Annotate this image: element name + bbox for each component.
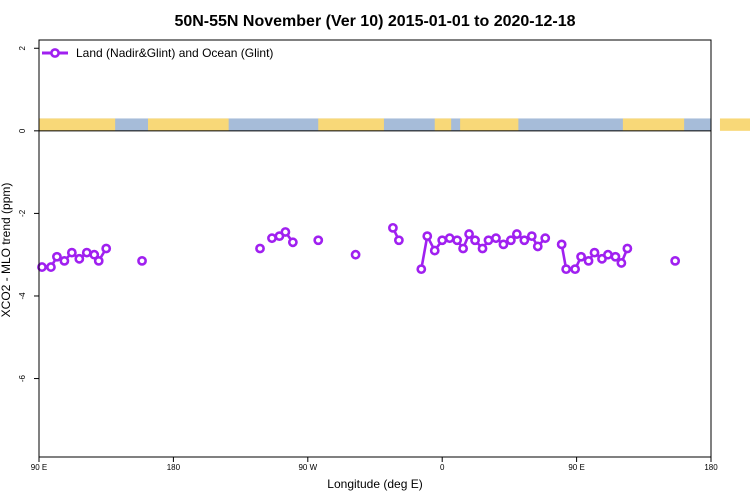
land-band <box>434 118 452 131</box>
data-point <box>429 245 440 256</box>
data-point <box>422 231 433 242</box>
data-point <box>287 237 298 248</box>
y-axis: 2 0 -2 -4 -6 <box>18 45 39 382</box>
data-point <box>464 229 474 239</box>
data-point <box>540 233 551 244</box>
data-point <box>74 253 85 264</box>
data-point <box>66 247 77 258</box>
land-ocean-strip <box>39 118 750 131</box>
y-tick-label: -2 <box>18 209 27 217</box>
data-point <box>610 251 621 262</box>
land-band <box>719 118 750 131</box>
y-tick-label: -4 <box>18 292 27 300</box>
data-point <box>622 243 633 254</box>
data-point <box>583 255 594 266</box>
plot-frame <box>38 39 712 458</box>
x-tick-label: 0 <box>440 463 445 472</box>
chart-title: 50N-55N November (Ver 10) 2015-01-01 to … <box>174 13 575 30</box>
data-point <box>280 227 291 237</box>
data-point <box>477 243 488 254</box>
data-point <box>37 262 47 272</box>
data-point <box>570 264 581 275</box>
data-point <box>52 251 62 262</box>
data-point <box>350 249 361 260</box>
data-point <box>444 233 455 244</box>
x-tick-label: 90 E <box>568 463 584 472</box>
y-tick-label: -6 <box>18 374 27 382</box>
data-point <box>416 264 427 275</box>
data-point <box>526 231 537 242</box>
data-point <box>616 258 627 268</box>
data-point <box>388 222 398 233</box>
data-point <box>589 247 600 258</box>
data-point <box>458 243 469 254</box>
data-point <box>498 239 509 250</box>
data-point <box>561 264 572 275</box>
data-point <box>267 233 277 244</box>
data-point <box>670 255 681 266</box>
x-tick-label: 180 <box>704 463 718 472</box>
x-axis: 90 E 180 90 W 0 90 E 180 <box>31 457 718 472</box>
data-point <box>393 235 404 246</box>
data-point <box>505 235 516 246</box>
data-point <box>81 247 92 258</box>
x-tick-label: 180 <box>167 463 181 472</box>
data-point <box>470 235 480 246</box>
data-point <box>137 255 147 266</box>
land-band <box>622 118 685 131</box>
data-point <box>511 229 522 239</box>
data-point <box>59 255 70 266</box>
data-point <box>46 262 56 272</box>
data-point <box>255 243 265 254</box>
x-axis-label: Longitude (deg E) <box>327 477 422 491</box>
y-tick-label: 0 <box>18 128 27 133</box>
data-point <box>556 239 567 250</box>
land-band <box>148 118 229 131</box>
y-axis-label: XCO2 - MLO trend (ppm) <box>0 183 13 318</box>
x-tick-label: 90 W <box>298 463 317 472</box>
data-point <box>491 233 501 244</box>
land-band <box>318 118 384 131</box>
data-point <box>101 243 112 254</box>
data-point <box>576 251 586 262</box>
x-tick-label: 90 E <box>31 463 47 472</box>
data-point <box>437 235 448 246</box>
data-point <box>532 241 543 252</box>
legend: Land (Nadir&Glint) and Ocean (Glint) <box>42 46 273 60</box>
land-band <box>39 118 116 131</box>
data-point <box>483 235 494 246</box>
legend-label: Land (Nadir&Glint) and Ocean (Glint) <box>76 46 273 60</box>
data-point <box>452 235 463 246</box>
data-point <box>603 249 613 260</box>
data-point <box>519 235 530 246</box>
land-band <box>460 118 519 131</box>
data-point <box>93 255 104 266</box>
series-layer <box>37 222 681 275</box>
data-point <box>89 249 100 260</box>
legend-point-marker <box>50 48 60 58</box>
data-point <box>313 235 324 246</box>
y-tick-label: 2 <box>18 45 27 50</box>
